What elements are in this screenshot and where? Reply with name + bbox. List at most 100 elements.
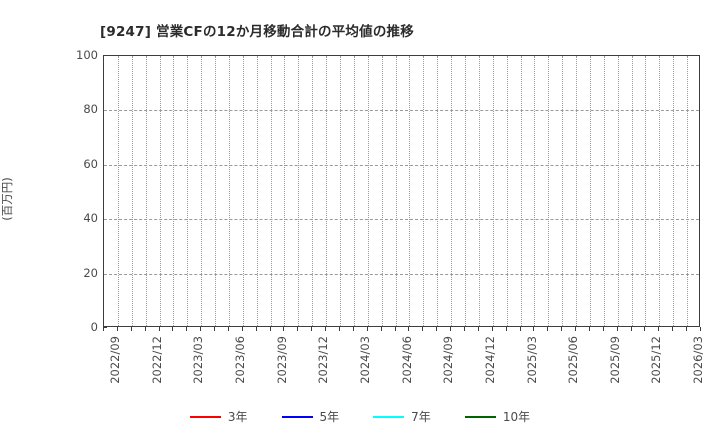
- vertical-gridline: [395, 56, 397, 326]
- vertical-gridline: [423, 56, 425, 326]
- y-axis-tick-label: 60: [83, 156, 98, 171]
- y-axis-tick-mark: [103, 327, 107, 328]
- x-axis-tick-mark: [422, 327, 424, 331]
- y-axis-tick-label: 20: [83, 265, 98, 280]
- legend-label: 3年: [227, 410, 248, 424]
- x-axis-tick-mark: [561, 327, 563, 331]
- vertical-gridline: [312, 56, 314, 326]
- legend-item-0[interactable]: 3年: [189, 408, 248, 425]
- x-axis-tick-mark: [227, 327, 229, 331]
- y-axis-tick-label: 40: [83, 211, 98, 226]
- series-svg: [104, 56, 700, 327]
- vertical-gridline: [589, 56, 591, 326]
- x-axis-tick-label: 2025/09: [607, 336, 622, 384]
- legend-line-swatch: [281, 415, 313, 418]
- x-axis-tick-label: 2024/09: [441, 336, 456, 384]
- x-axis-tick-mark: [408, 327, 410, 331]
- vertical-gridline: [215, 56, 217, 326]
- x-axis-tick-mark: [352, 327, 354, 331]
- y-axis-tick-label: 80: [83, 102, 98, 117]
- x-axis-tick-mark: [616, 327, 618, 331]
- x-axis-tick-mark: [158, 327, 160, 331]
- x-axis-tick-label: 2023/12: [316, 336, 331, 384]
- x-axis-tick-mark: [644, 327, 646, 331]
- x-axis-tick-mark: [283, 327, 285, 331]
- vertical-gridline: [187, 56, 189, 326]
- x-axis-tick-label: 2025/12: [649, 336, 664, 384]
- legend-label: 10年: [502, 410, 531, 424]
- vertical-gridline: [520, 56, 522, 326]
- vertical-gridline: [298, 56, 300, 326]
- x-axis-tick-mark: [269, 327, 271, 331]
- series-lines: [104, 56, 699, 326]
- x-axis-tick-label: 2022/09: [108, 336, 122, 384]
- vertical-gridline: [492, 56, 494, 326]
- gridlines: [104, 56, 699, 326]
- x-axis-tick-mark: [686, 327, 688, 331]
- horizontal-gridline: [104, 219, 699, 221]
- x-axis-tick-mark: [588, 327, 590, 331]
- legend-label: 7年: [411, 410, 431, 424]
- vertical-gridline: [464, 56, 466, 326]
- horizontal-gridline: [104, 110, 699, 112]
- y-axis-tick-label: 100: [76, 48, 98, 62]
- vertical-gridline: [367, 56, 369, 326]
- legend-line-swatch: [189, 415, 221, 418]
- vertical-gridline: [145, 56, 147, 326]
- x-axis-tick-mark: [241, 327, 243, 331]
- x-axis-tick-mark: [325, 327, 327, 331]
- legend-line-swatch: [464, 415, 496, 418]
- vertical-gridline: [326, 56, 328, 326]
- y-axis-tick-label: 0: [90, 320, 98, 334]
- vertical-gridline: [437, 56, 439, 326]
- x-axis-tick-mark: [200, 327, 202, 331]
- x-axis-tick-label: 2025/03: [524, 336, 539, 384]
- x-axis-tick-mark: [658, 327, 660, 331]
- vertical-gridline: [117, 56, 119, 326]
- vertical-gridline: [603, 56, 605, 326]
- vertical-gridline: [631, 56, 633, 326]
- vertical-gridline: [242, 56, 244, 326]
- x-axis-tick-mark: [463, 327, 465, 331]
- legend-item-1[interactable]: 5年: [281, 408, 340, 425]
- x-axis-tick-label: 2023/09: [274, 336, 289, 384]
- vertical-gridline: [256, 56, 258, 326]
- x-axis-tick-label: 2026/03: [691, 336, 706, 384]
- x-axis-tick-mark: [630, 327, 632, 331]
- vertical-gridline: [270, 56, 272, 326]
- vertical-gridline: [645, 56, 647, 326]
- vertical-gridline: [409, 56, 411, 326]
- legend-item-2[interactable]: 7年: [373, 408, 431, 425]
- vertical-gridline: [381, 56, 383, 326]
- vertical-gridline: [673, 56, 675, 326]
- x-axis-tick-label: 2024/06: [399, 336, 414, 384]
- x-axis-tick-mark: [186, 327, 188, 331]
- vertical-gridline: [131, 56, 133, 326]
- vertical-gridline: [687, 56, 689, 326]
- y-axis-title: (百万円): [0, 177, 14, 221]
- vertical-gridline: [159, 56, 161, 326]
- x-axis-tick-mark: [311, 327, 313, 331]
- vertical-gridline: [659, 56, 661, 326]
- vertical-gridline: [340, 56, 342, 326]
- y-axis-tick-labels: 0 20 40 60 80 100: [26, 0, 98, 440]
- x-axis-tick-mark: [339, 327, 341, 331]
- legend-line-swatch: [373, 415, 405, 418]
- vertical-gridline: [451, 56, 453, 326]
- x-axis-tick-label: 2024/12: [482, 336, 497, 384]
- x-axis-tick-mark: [477, 327, 479, 331]
- vertical-gridline: [228, 56, 230, 326]
- plot-area: [103, 55, 700, 327]
- vertical-gridline: [576, 56, 578, 326]
- horizontal-gridline: [104, 273, 699, 275]
- legend-item-3[interactable]: 10年: [464, 408, 531, 425]
- vertical-gridline: [562, 56, 564, 326]
- legend-label: 5年: [319, 410, 340, 424]
- x-axis-tick-mark: [172, 327, 174, 331]
- x-axis-tick-label: 2025/06: [566, 336, 581, 384]
- x-axis-tick-mark: [450, 327, 452, 331]
- x-axis-tick-mark: [380, 327, 382, 331]
- vertical-gridline: [617, 56, 619, 326]
- x-axis-tick-mark: [103, 327, 104, 331]
- vertical-gridline: [173, 56, 175, 326]
